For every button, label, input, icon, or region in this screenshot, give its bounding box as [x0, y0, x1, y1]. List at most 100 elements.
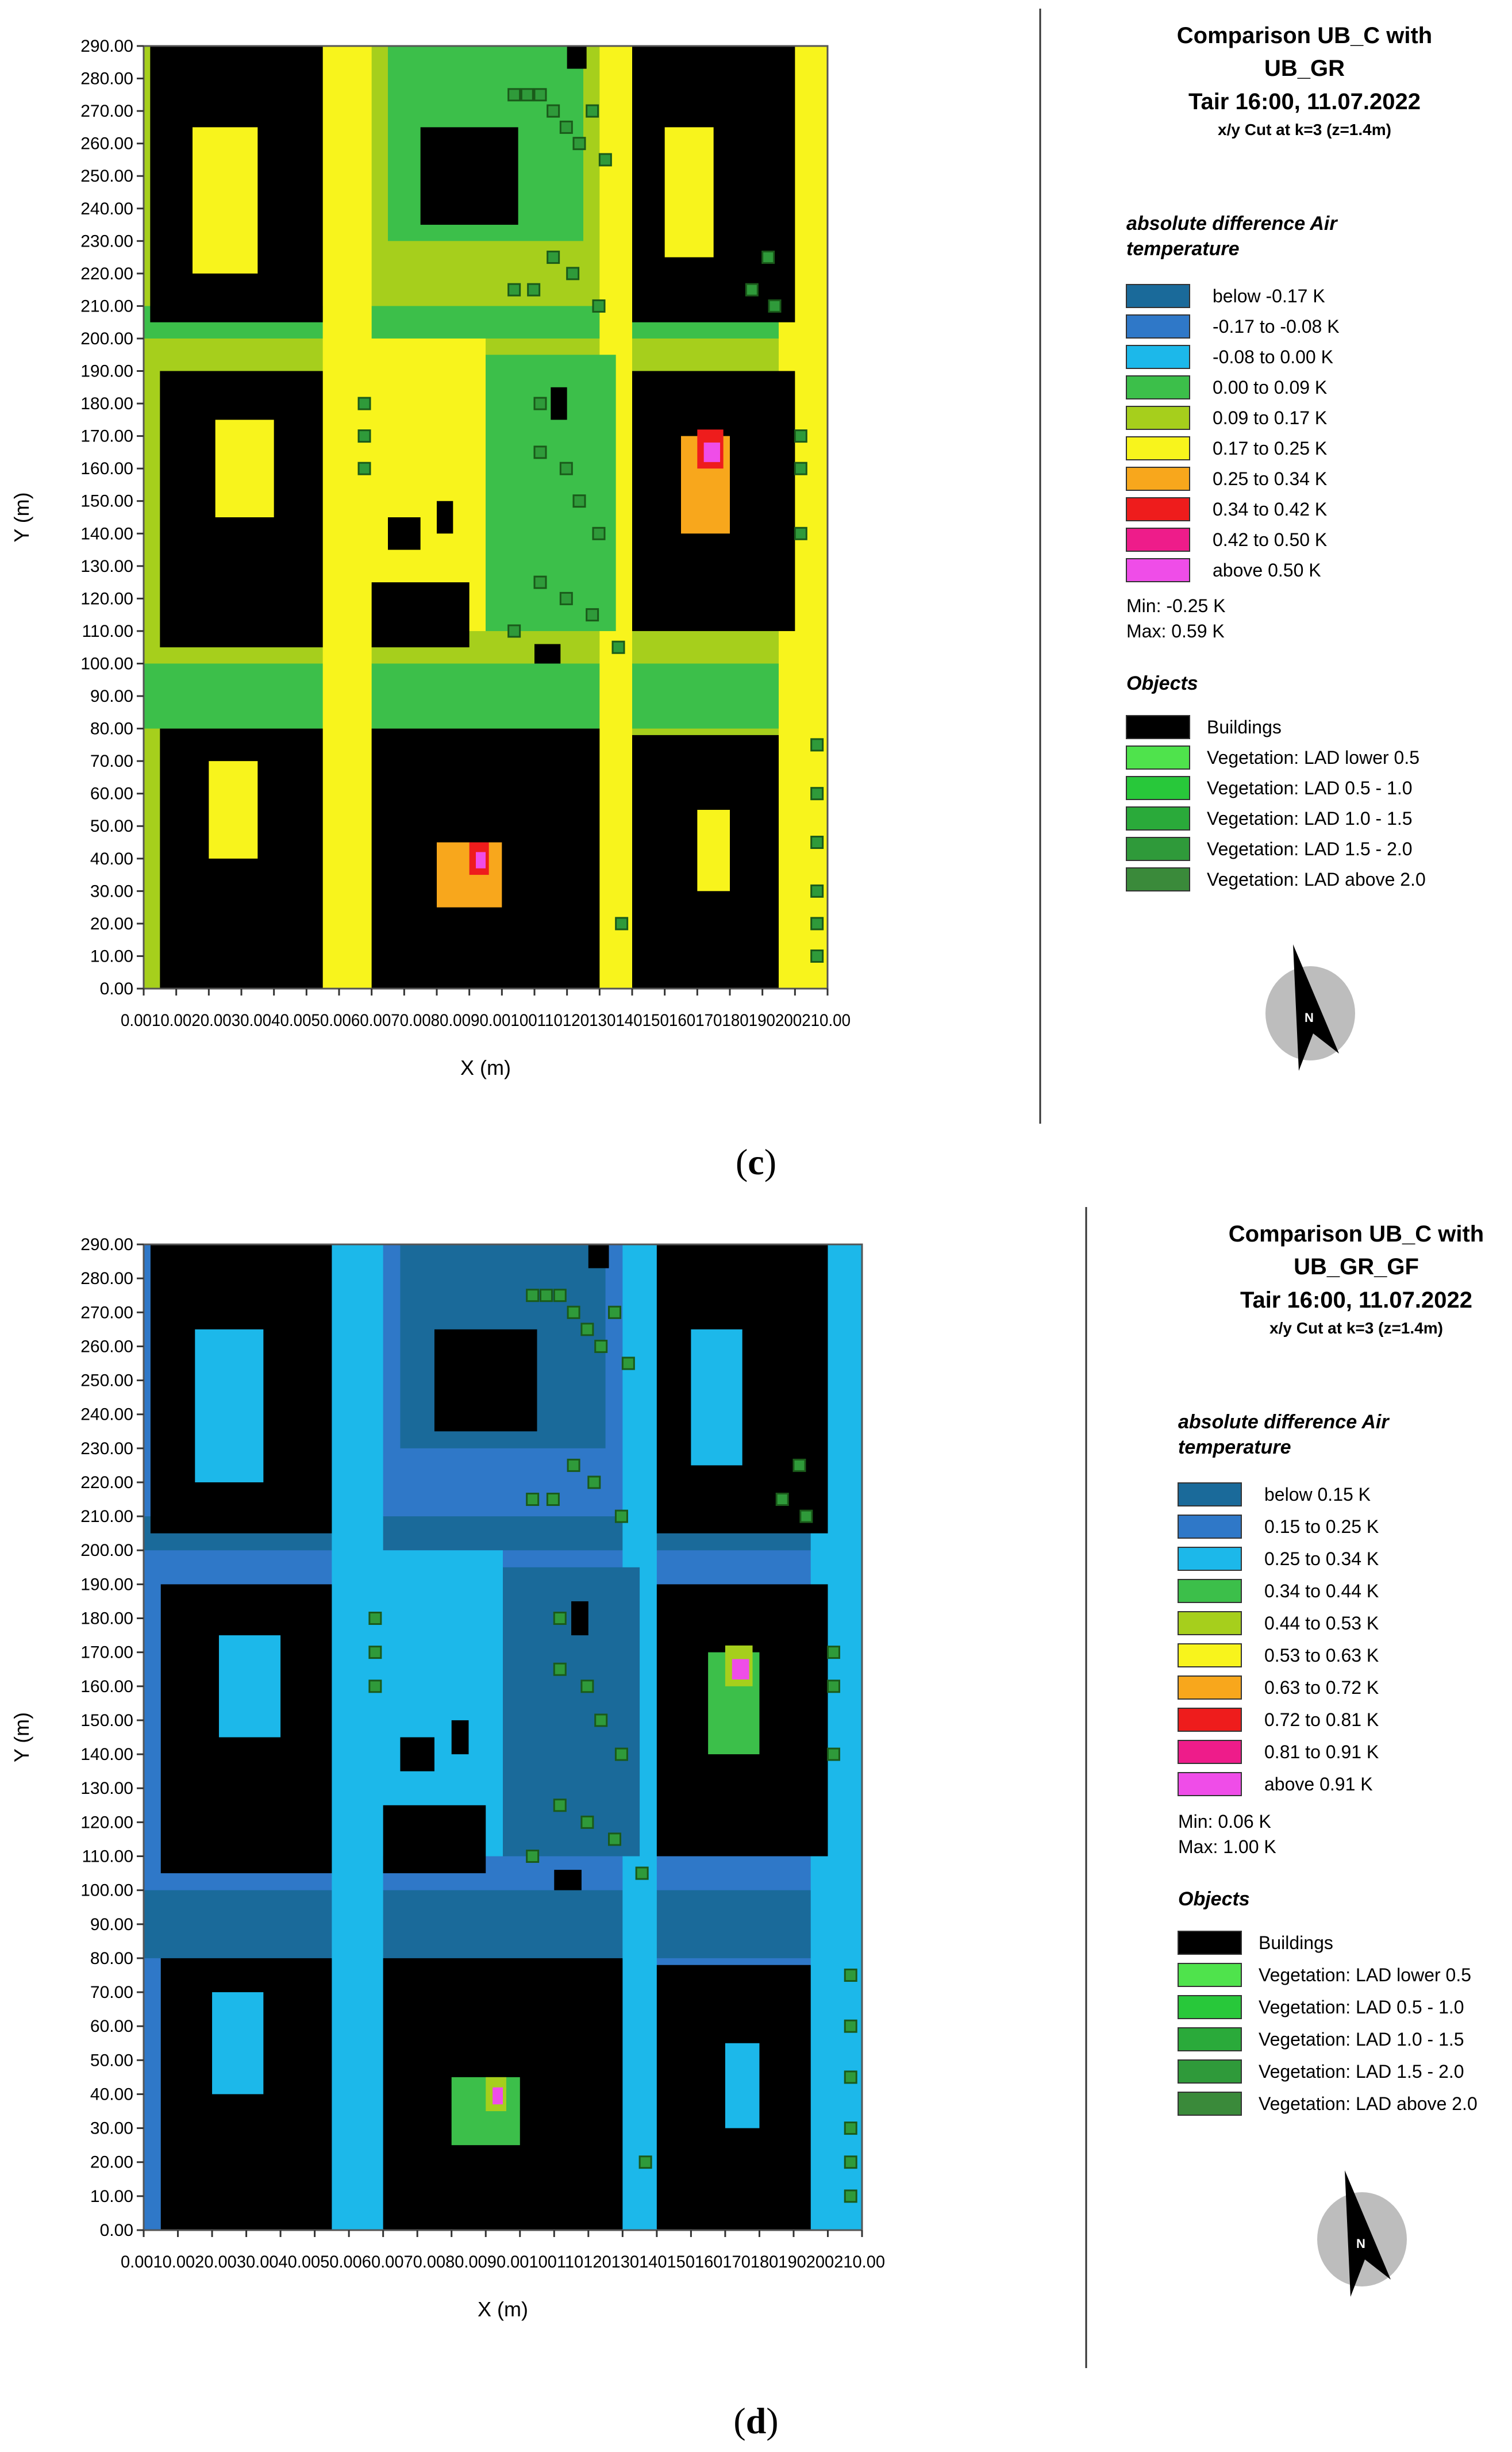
vegetation-marker — [567, 1458, 580, 1472]
legend-swatch — [1178, 1643, 1242, 1667]
legend-title-line: Comparison UB_C with — [1177, 23, 1432, 48]
x-axis-label: X (m) — [460, 1056, 511, 1079]
vegetation-marker — [611, 640, 625, 654]
y-tick-label: 190.00 — [80, 362, 133, 381]
legend-swatch — [1126, 314, 1190, 339]
y-tick-label: 90.00 — [90, 687, 133, 706]
vegetation-marker — [527, 283, 541, 297]
legend-swatch — [1126, 528, 1190, 552]
y-tick-label: 0.00 — [100, 979, 133, 998]
vegetation-marker — [586, 104, 599, 118]
building — [534, 644, 561, 664]
legend-entry-label: 0.25 to 0.34 K — [1213, 468, 1327, 489]
legend-swatch — [1126, 345, 1190, 369]
y-tick-label: 240.00 — [80, 1405, 133, 1424]
y-tick-label: 10.00 — [90, 947, 133, 966]
hotspot — [703, 442, 720, 462]
vegetation-marker — [614, 1747, 628, 1761]
y-tick-label: 140.00 — [80, 524, 133, 543]
vegetation-marker — [547, 251, 560, 264]
vegetation-marker — [844, 2155, 857, 2169]
vegetation-marker — [539, 1289, 553, 1302]
y-tick-label: 100.00 — [80, 1881, 133, 1900]
objects-entry-label: Vegetation: LAD 0.5 - 1.0 — [1259, 1997, 1464, 2017]
building — [400, 1737, 434, 1771]
building — [371, 582, 470, 648]
y-tick-label: 90.00 — [90, 1915, 133, 1934]
vegetation-marker — [844, 1968, 857, 1982]
legend-swatch — [1126, 284, 1190, 308]
vegetation-marker — [799, 1509, 813, 1523]
vegetation-marker — [357, 462, 371, 475]
caption-close: ) — [764, 1142, 777, 1182]
vegetation-marker — [553, 1612, 567, 1625]
panel-d: 0.00 10.00 20.00 30.00 40.00 50.00 60.00 70.00 8… — [0, 1196, 1512, 2403]
y-tick-label: 180.00 — [80, 394, 133, 413]
y-tick-label: 220.00 — [80, 1473, 133, 1492]
x-tick-labels: 0.0010.0020.0030.0040.0050.0060.0070.008… — [121, 1011, 851, 1030]
legend-swatch — [1126, 375, 1190, 399]
vegetation-marker — [592, 526, 606, 540]
legend-swatch — [1178, 1515, 1242, 1539]
objects-entry-label: Vegetation: LAD 1.0 - 1.5 — [1259, 2029, 1464, 2050]
plot-frame — [143, 45, 829, 990]
legend-entry-label: 0.72 to 0.81 K — [1264, 1709, 1379, 1730]
y-tick-label: 160.00 — [80, 1677, 133, 1696]
vegetation-marker — [559, 120, 573, 134]
objects-entry-label: Vegetation: LAD 1.0 - 1.5 — [1207, 808, 1413, 829]
legend-entry-label: 0.17 to 0.25 K — [1213, 438, 1327, 459]
y-tick-label: 160.00 — [80, 459, 133, 478]
y-tick-label: 0.00 — [100, 2221, 133, 2240]
courtyard — [691, 1329, 742, 1466]
heatmap-figure-d: 0.00 10.00 20.00 30.00 40.00 50.00 60.00 70.00 8… — [10, 1207, 1484, 2368]
vegetation-marker — [794, 429, 807, 443]
legend-entry-label: 0.00 to 0.09 K — [1213, 377, 1327, 398]
y-tick-label: 110.00 — [82, 622, 133, 641]
vegetation-marker — [614, 1509, 628, 1523]
objects-swatch — [1178, 2059, 1242, 2084]
y-tick-label: 260.00 — [80, 1337, 133, 1356]
legend-entry-label: 0.15 to 0.25 K — [1264, 1516, 1379, 1537]
legend-entry-label: above 0.50 K — [1213, 560, 1321, 581]
legend-swatch — [1178, 1547, 1242, 1571]
courtyard — [664, 127, 714, 258]
legend-swatch — [1126, 406, 1190, 430]
legend-entry-label: above 0.91 K — [1264, 1774, 1373, 1794]
legend-swatch — [1178, 1772, 1242, 1796]
y-tick-label: 190.00 — [80, 1575, 133, 1594]
building — [554, 1870, 582, 1890]
y-tick-label: 70.00 — [90, 752, 133, 771]
objects-swatch — [1126, 715, 1190, 739]
legend-title-line: Tair 16:00, 11.07.2022 — [1188, 89, 1421, 114]
objects-entry-label: Vegetation: LAD above 2.0 — [1259, 2093, 1478, 2114]
vegetation-marker — [810, 917, 824, 931]
y-tick-label: 120.00 — [80, 1813, 133, 1832]
vegetation-marker — [572, 494, 586, 508]
north-label: N — [1356, 2236, 1365, 2251]
objects-swatch — [1126, 776, 1190, 800]
objects-title: Objects — [1126, 672, 1198, 694]
vegetation-marker — [592, 299, 606, 313]
legend-swatch — [1178, 1708, 1242, 1732]
y-tick-label: 180.00 — [80, 1609, 133, 1628]
y-tick-label: 120.00 — [80, 589, 133, 608]
y-tick-label: 290.00 — [80, 37, 133, 56]
caption-open: ( — [733, 2400, 746, 2441]
objects-entry-label: Vegetation: LAD lower 0.5 — [1259, 1965, 1471, 1985]
y-tick-label: 200.00 — [80, 1541, 133, 1560]
y-tick-label: 210.00 — [80, 297, 133, 316]
legend-max-value: Max: 0.59 K — [1126, 621, 1225, 641]
y-tick-label: 100.00 — [80, 654, 133, 673]
vegetation-marker — [608, 1832, 622, 1846]
hotspot — [732, 1659, 749, 1679]
vegetation-marker — [368, 1679, 382, 1693]
objects-title: Objects — [1178, 1888, 1250, 1910]
objects-swatch — [1126, 806, 1190, 831]
vegetation-marker — [594, 1713, 608, 1727]
legend-entry-label: below -0.17 K — [1213, 286, 1325, 306]
y-tick-label: 30.00 — [90, 2119, 133, 2138]
vegetation-marker — [810, 884, 824, 898]
vegetation-marker — [357, 397, 371, 410]
y-tick-label: 10.00 — [90, 2187, 133, 2206]
objects-swatch — [1178, 2092, 1242, 2116]
